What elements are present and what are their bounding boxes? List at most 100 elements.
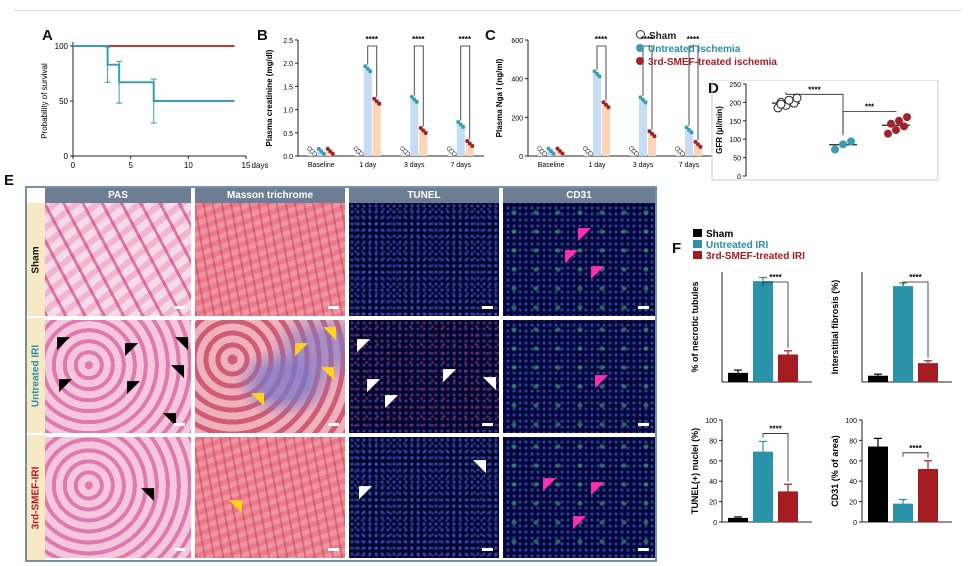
- bar: [694, 144, 702, 156]
- data-point: [546, 146, 551, 151]
- legend-f: Sham Untreated IRI 3rd-SMEF-treated IRI: [693, 229, 805, 262]
- y-axis-label: % of necrotic tubules: [690, 281, 700, 372]
- data-point: [558, 149, 562, 154]
- bar: [753, 281, 773, 382]
- data-point: [418, 125, 423, 130]
- x-tick-label: 7 days: [450, 162, 471, 169]
- arrow-black-icon: ◥: [175, 333, 189, 352]
- data-point: [831, 145, 839, 154]
- y-axis-label: Probability of survival: [40, 63, 49, 139]
- bar: [447, 151, 456, 156]
- row-label-treated: 3rd-SMEF-IRI: [27, 435, 45, 560]
- arrow-magenta-icon: ◤: [543, 474, 557, 493]
- significance-label: ****: [769, 424, 782, 433]
- bar: [308, 151, 317, 156]
- bar: [893, 503, 913, 522]
- x-tick-label: 5: [128, 161, 133, 170]
- data-point: [693, 139, 698, 144]
- panel-label-f: F: [672, 240, 682, 257]
- significance-bracket: [596, 45, 607, 101]
- significance-label: ****: [909, 444, 922, 453]
- data-point: [604, 102, 608, 107]
- data-point: [405, 151, 411, 157]
- significance-bracket: [762, 433, 789, 482]
- y-tick-label: 20: [849, 500, 857, 507]
- arrow-black-icon: ◤: [127, 377, 141, 396]
- y-tick-label: 100: [55, 42, 69, 51]
- y-tick-label: 50: [59, 97, 68, 106]
- arrow-white-icon: ◥: [483, 373, 497, 392]
- data-point: [698, 144, 703, 149]
- y-axis-label: Interstitial fibrosis (%): [830, 280, 840, 375]
- column-header-cd31: CD31: [503, 188, 655, 203]
- x-tick-label: Baseline: [308, 162, 335, 169]
- significance-bracket: [902, 281, 929, 358]
- data-point: [638, 95, 643, 100]
- y-tick-label: 60: [849, 459, 857, 466]
- scale-bar: [328, 423, 339, 426]
- scale-bar: [174, 306, 185, 309]
- panel-label-c: C: [485, 27, 496, 44]
- bar: [465, 143, 474, 156]
- x-tick-label: 3 days: [633, 162, 654, 169]
- data-point: [887, 119, 895, 128]
- x-tick-label: 1 day: [359, 162, 377, 169]
- significance-bracket: [842, 111, 897, 134]
- bar: [676, 151, 684, 156]
- survival-chart: 0 50 100 0 5 10 15 days Probability of survival: [40, 42, 268, 170]
- data-point: [374, 99, 379, 104]
- bar: [372, 101, 381, 156]
- legend-f-swatch: [693, 240, 702, 248]
- data-point: [597, 74, 602, 79]
- y-tick-label: 40: [709, 479, 717, 486]
- bar: [778, 354, 798, 382]
- data-point: [456, 119, 461, 124]
- data-point: [325, 146, 330, 151]
- histology-panel: PAS Masson trichrome TUNEL CD31 Sham Unt…: [25, 186, 657, 562]
- column-header-masson: Masson trichrome: [195, 188, 345, 203]
- x-tick-label: 7 days: [679, 162, 700, 169]
- data-point: [884, 129, 892, 138]
- data-point: [321, 151, 326, 156]
- arrow-black-icon: ◥: [163, 409, 177, 428]
- legend-marker: [636, 44, 644, 52]
- necrotic-tubules-chart: % of necrotic tubules ****: [690, 272, 812, 383]
- data-point: [895, 116, 903, 125]
- arrow-white-icon: ◤: [443, 365, 457, 384]
- image-treated-masson: ◥: [195, 437, 345, 558]
- data-point: [328, 149, 333, 154]
- significance-label: ****: [366, 35, 379, 44]
- bar: [893, 286, 913, 382]
- y-tick-label: 200: [729, 100, 741, 107]
- panel-label-a: A: [42, 27, 53, 44]
- y-tick-label: 80: [709, 438, 717, 445]
- data-point: [606, 105, 611, 110]
- x-tick-label: 1 day: [588, 162, 606, 169]
- bar: [685, 129, 693, 156]
- data-point: [641, 97, 645, 102]
- data-point: [847, 137, 855, 146]
- y-tick-label: 1.0: [283, 108, 293, 115]
- significance-bracket: [902, 452, 929, 458]
- y-tick-label: 60: [709, 459, 717, 466]
- data-point: [330, 151, 335, 156]
- y-tick-label: 50: [733, 156, 741, 163]
- row-label-untreated: Untreated IRI: [27, 318, 45, 433]
- significance-label: ****: [808, 85, 821, 94]
- arrow-white-icon: ◤: [385, 391, 399, 410]
- top-divider: [14, 10, 961, 11]
- image-sham-masson: [195, 203, 345, 316]
- bar: [918, 468, 938, 522]
- legend-marker: [636, 57, 644, 65]
- data-point: [892, 126, 900, 134]
- data-point: [465, 138, 470, 143]
- significance-bracket: [688, 45, 699, 141]
- y-tick-label: 1.5: [283, 84, 293, 91]
- image-treated-cd31: ◤ ◤ ◤: [503, 437, 655, 558]
- y-tick-label: 2.5: [283, 38, 293, 45]
- arrow-magenta-icon: ◤: [595, 371, 609, 390]
- significance-bracket: [367, 45, 378, 98]
- x-axis-label: days: [252, 161, 268, 170]
- data-point: [652, 134, 657, 139]
